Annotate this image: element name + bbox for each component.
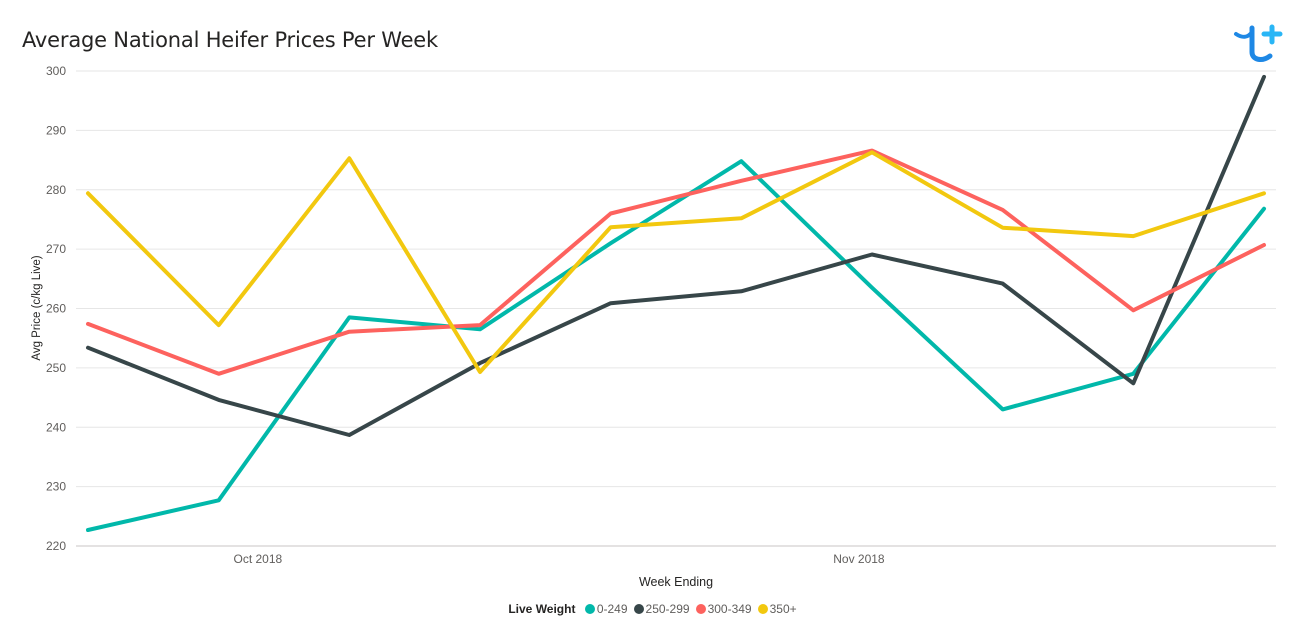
series-line-0-249 — [86, 159, 1266, 532]
y-axis-title: Avg Price (c/kg Live) — [31, 255, 43, 360]
legend-label: 350+ — [769, 602, 797, 616]
y-tick-label: 290 — [46, 123, 66, 137]
legend-marker — [584, 604, 595, 614]
legend-label: 0-249 — [596, 602, 628, 616]
y-tick-label: 220 — [46, 539, 66, 553]
x-tick-label: Oct 2018 — [234, 552, 283, 566]
legend-marker — [633, 604, 644, 614]
legend-marker — [757, 604, 768, 614]
x-axis-ticks: Oct 2018 Nov 2018 — [234, 552, 885, 566]
y-tick-label: 270 — [46, 242, 66, 256]
y-tick-label: 300 — [46, 64, 66, 78]
legend-marker — [695, 604, 706, 614]
legend-item-300-349[interactable]: 300-349 — [695, 602, 752, 616]
x-axis-title: Week Ending — [639, 575, 713, 589]
legend: Live Weight 0-249 250-299 300-349 350+ — [0, 602, 1311, 616]
y-tick-label: 280 — [46, 183, 66, 197]
y-tick-label: 240 — [46, 420, 66, 434]
series-line-250-299 — [86, 74, 1266, 437]
series-line-300-349 — [86, 148, 1266, 376]
legend-label: 250-299 — [645, 602, 690, 616]
legend-item-0-249[interactable]: 0-249 — [584, 602, 628, 616]
chart-title: Average National Heifer Prices Per Week — [22, 28, 438, 52]
legend-title: Live Weight — [508, 602, 576, 616]
series-lines — [86, 74, 1266, 532]
legend-label: 300-349 — [707, 602, 752, 616]
series-line-350+ — [86, 150, 1266, 374]
legend-item-250-299[interactable]: 250-299 — [633, 602, 690, 616]
y-tick-label: 230 — [46, 480, 66, 494]
y-axis-ticks: 220 230 240 250 260 270 280 290 300 — [46, 64, 66, 553]
y-tick-label: 260 — [46, 302, 66, 316]
gridlines — [76, 70, 1276, 547]
y-tick-label: 250 — [46, 361, 66, 375]
x-tick-label: Nov 2018 — [833, 552, 885, 566]
brand-logo — [1234, 24, 1283, 62]
legend-item-350+[interactable]: 350+ — [757, 602, 797, 616]
